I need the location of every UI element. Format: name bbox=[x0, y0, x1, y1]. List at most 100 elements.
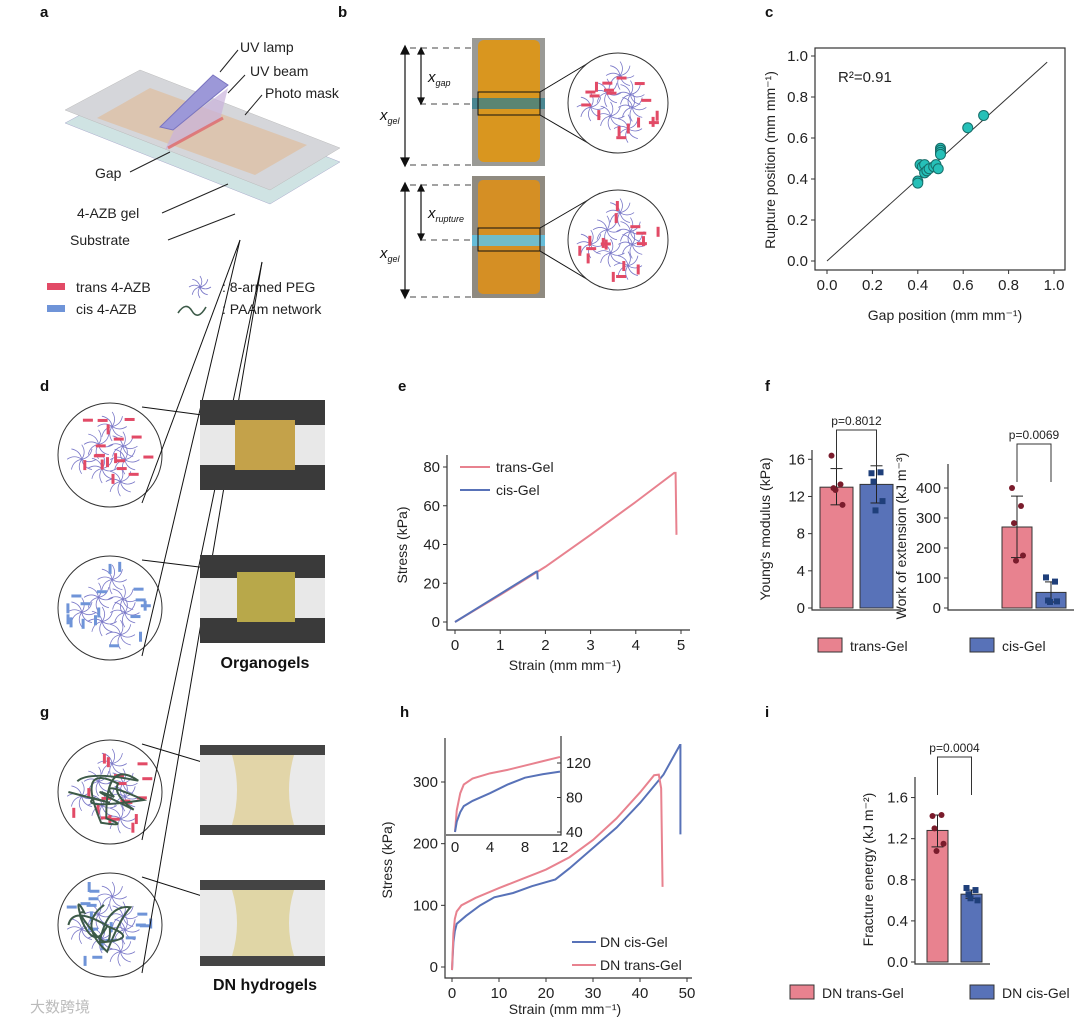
inset-series-line-DN cis-Gel bbox=[454, 770, 561, 833]
x-tick-label: 3 bbox=[586, 637, 594, 654]
cis-azb-mark bbox=[97, 607, 101, 618]
data-point bbox=[963, 885, 970, 891]
data-point bbox=[1018, 503, 1024, 509]
peg-arm bbox=[630, 84, 641, 95]
trans-azb-mark bbox=[143, 455, 154, 459]
legend-trans-azb: trans 4-AZB bbox=[76, 279, 151, 295]
trans-azb-mark bbox=[93, 454, 104, 458]
trans-azb-mark bbox=[655, 110, 659, 121]
y-tick-label: 0.8 bbox=[887, 872, 908, 889]
peg-arm bbox=[101, 426, 113, 437]
y-tick-label: 8 bbox=[797, 526, 805, 543]
y-tick-label: 0 bbox=[432, 614, 440, 631]
x-axis-label: Strain (mm mm⁻¹) bbox=[509, 657, 621, 673]
peg-arm bbox=[111, 881, 116, 897]
peg-arm bbox=[613, 262, 629, 266]
x-tick-label: 30 bbox=[585, 985, 602, 1002]
peg-arm bbox=[120, 634, 131, 646]
peg-arm bbox=[111, 748, 116, 764]
circle-g-trans bbox=[57, 739, 163, 845]
legend-swatch bbox=[789, 984, 815, 1000]
inset-y-tick-label: 40 bbox=[566, 824, 583, 841]
gap-line bbox=[167, 116, 224, 150]
y-tick-label: 0.4 bbox=[787, 171, 808, 188]
peg-arm bbox=[124, 444, 128, 460]
trans-azb-mark bbox=[611, 271, 615, 282]
peg-arm bbox=[610, 252, 621, 264]
peg-arm bbox=[71, 918, 83, 930]
magnified-circle bbox=[57, 402, 163, 508]
peg-arm bbox=[199, 286, 208, 296]
peg-arm bbox=[629, 107, 633, 122]
peg-arm bbox=[625, 265, 629, 280]
x-tick-label: 2 bbox=[541, 637, 549, 654]
peg-arm bbox=[71, 448, 83, 460]
peg-arm bbox=[120, 624, 132, 636]
peg-arm bbox=[83, 778, 99, 782]
x-tick-label: 50 bbox=[679, 985, 696, 1002]
cis-azb-mark bbox=[93, 615, 97, 626]
peg-arm bbox=[81, 448, 93, 460]
trans-azb-mark bbox=[641, 236, 645, 247]
data-point bbox=[828, 452, 835, 459]
trans-azb-mark bbox=[616, 76, 627, 80]
peg-arm bbox=[619, 202, 631, 213]
peg-arm bbox=[98, 914, 109, 926]
peg-arm bbox=[99, 468, 103, 484]
y-tick-label: 60 bbox=[423, 498, 440, 515]
trans-azb-mark bbox=[636, 264, 640, 275]
cis-azb-mark bbox=[81, 618, 85, 629]
trans-azb-mark bbox=[597, 110, 601, 121]
peg-arm bbox=[88, 770, 99, 782]
trans-azb-mark bbox=[614, 213, 618, 224]
peg-arm bbox=[99, 621, 103, 637]
peg-arm bbox=[117, 481, 121, 497]
y-tick-label: 0 bbox=[933, 600, 941, 617]
peg-arm bbox=[98, 597, 114, 601]
peg-arm bbox=[111, 426, 123, 438]
peg-arm bbox=[622, 244, 633, 255]
trans-azb-mark bbox=[131, 822, 135, 833]
dimension-arrows bbox=[400, 44, 425, 300]
peg-arm bbox=[120, 951, 131, 963]
inset-y-tick-label: 80 bbox=[566, 790, 583, 807]
peg-arm bbox=[101, 763, 113, 774]
trans-azb-mark bbox=[630, 225, 641, 229]
peg-arm bbox=[590, 97, 602, 108]
peg-arm bbox=[627, 251, 631, 266]
panel-label-g: g bbox=[40, 704, 49, 721]
y-axis-label: Young's modulus (kPa) bbox=[757, 457, 773, 600]
peg-arm bbox=[120, 818, 131, 830]
peg-arm bbox=[124, 459, 140, 463]
peg-arm bbox=[101, 885, 113, 897]
peg-arm bbox=[630, 94, 645, 98]
y-tick-label: 0 bbox=[430, 959, 438, 976]
peg-arm bbox=[620, 94, 631, 105]
peg-arm bbox=[630, 80, 634, 95]
peg-arm bbox=[111, 579, 123, 591]
peg-arm bbox=[588, 106, 592, 122]
peg-arm bbox=[124, 929, 140, 933]
peg-arm bbox=[631, 93, 636, 108]
data-point bbox=[938, 812, 945, 819]
circle-b-bottom bbox=[567, 189, 669, 291]
panel-label-i: i bbox=[765, 704, 769, 721]
axes bbox=[444, 738, 692, 979]
data-point bbox=[1009, 485, 1015, 491]
trans-azb-mark bbox=[578, 245, 582, 256]
peg-icon bbox=[188, 275, 212, 299]
inset-series-line-DN trans-Gel bbox=[454, 755, 561, 833]
connector-line bbox=[141, 239, 241, 504]
peg-arm bbox=[124, 459, 136, 471]
paam-network-chain bbox=[68, 773, 148, 826]
data-point bbox=[879, 498, 886, 505]
peg-arm bbox=[604, 92, 608, 108]
peg-arm bbox=[120, 803, 124, 819]
peg-arm bbox=[112, 416, 123, 427]
peg-arm bbox=[111, 896, 123, 908]
x-gel-label-top: xgel bbox=[379, 107, 401, 126]
peg-arm bbox=[619, 65, 631, 76]
peg-arm bbox=[618, 255, 629, 266]
peg-arm bbox=[199, 275, 203, 288]
trans-azb-mark bbox=[594, 81, 598, 92]
